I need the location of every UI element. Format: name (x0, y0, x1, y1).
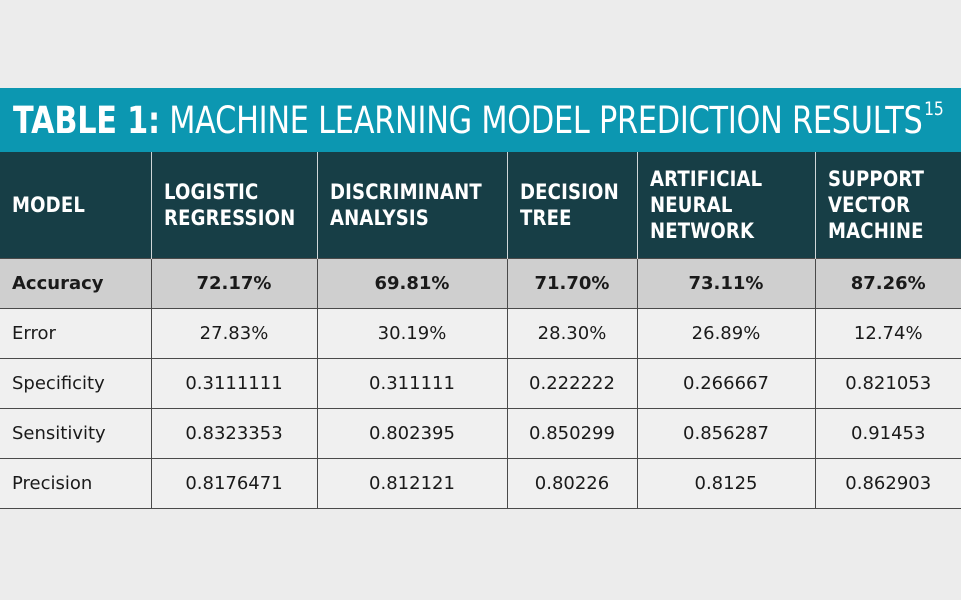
table-cell: 0.8323353 (150, 408, 317, 459)
header-cell-decision-tree: DECISION TREE (506, 152, 637, 258)
row-label: Error (0, 308, 151, 359)
table-cell: 28.30% (506, 308, 637, 359)
table-cell: 0.311111 (316, 358, 507, 409)
row-label: Specificity (0, 358, 151, 409)
table-body: Accuracy 72.17% 69.81% 71.70% 73.11% 87.… (0, 257, 961, 509)
table-row-sensitivity: Sensitivity 0.8323353 0.802395 0.850299 … (0, 408, 961, 459)
table-cell: 87.26% (814, 257, 961, 309)
table-cell: 0.222222 (506, 358, 637, 409)
table-row-precision: Precision 0.8176471 0.812121 0.80226 0.8… (0, 458, 961, 509)
table-header: MODEL LOGISTIC REGRESSION DISCRIMINANT A… (0, 152, 961, 258)
table-cell: 69.81% (316, 257, 507, 309)
table-cell: 30.19% (316, 308, 507, 359)
table-cell: 0.8125 (636, 458, 815, 509)
table-title: TABLE 1: MACHINE LEARNING MODEL PREDICTI… (0, 88, 961, 152)
table-cell: 12.74% (814, 308, 961, 359)
table-cell: 0.856287 (636, 408, 815, 459)
table-row-accuracy: Accuracy 72.17% 69.81% 71.70% 73.11% 87.… (0, 257, 961, 309)
table-cell: 0.821053 (814, 358, 961, 409)
table-cell: 0.8176471 (150, 458, 317, 509)
row-label: Precision (0, 458, 151, 509)
table-cell: 0.80226 (506, 458, 637, 509)
table-title-label: TABLE 1: (13, 98, 160, 142)
table-cell: 71.70% (506, 257, 637, 309)
table-row-error: Error 27.83% 30.19% 28.30% 26.89% 12.74% (0, 308, 961, 359)
table-cell: 27.83% (150, 308, 317, 359)
header-cell-artificial-neural-network: ARTIFICIAL NEURAL NETWORK (636, 152, 815, 258)
table-cell: 0.91453 (814, 408, 961, 459)
table-title-caption: MACHINE LEARNING MODEL PREDICTION RESULT… (159, 98, 923, 142)
table-cell: 73.11% (636, 257, 815, 309)
table-cell: 0.862903 (814, 458, 961, 509)
table-cell: 0.802395 (316, 408, 507, 459)
table-cell: 0.812121 (316, 458, 507, 509)
table-cell: 0.850299 (506, 408, 637, 459)
table-title-reference: 15 (924, 98, 944, 121)
header-cell-model: MODEL (0, 152, 151, 258)
table-cell: 72.17% (150, 257, 317, 309)
header-row: MODEL LOGISTIC REGRESSION DISCRIMINANT A… (0, 152, 961, 258)
results-table: MODEL LOGISTIC REGRESSION DISCRIMINANT A… (0, 152, 961, 509)
header-cell-discriminant-analysis: DISCRIMINANT ANALYSIS (316, 152, 507, 258)
row-label: Accuracy (0, 257, 151, 309)
table-row-specificity: Specificity 0.3111111 0.311111 0.222222 … (0, 358, 961, 409)
header-cell-logistic-regression: LOGISTIC REGRESSION (150, 152, 317, 258)
table-title-text: TABLE 1: MACHINE LEARNING MODEL PREDICTI… (13, 98, 944, 142)
header-cell-support-vector-machine: SUPPORT VECTOR MACHINE (814, 152, 961, 258)
table-cell: 0.266667 (636, 358, 815, 409)
table-cell: 26.89% (636, 308, 815, 359)
row-label: Sensitivity (0, 408, 151, 459)
table-cell: 0.3111111 (150, 358, 317, 409)
